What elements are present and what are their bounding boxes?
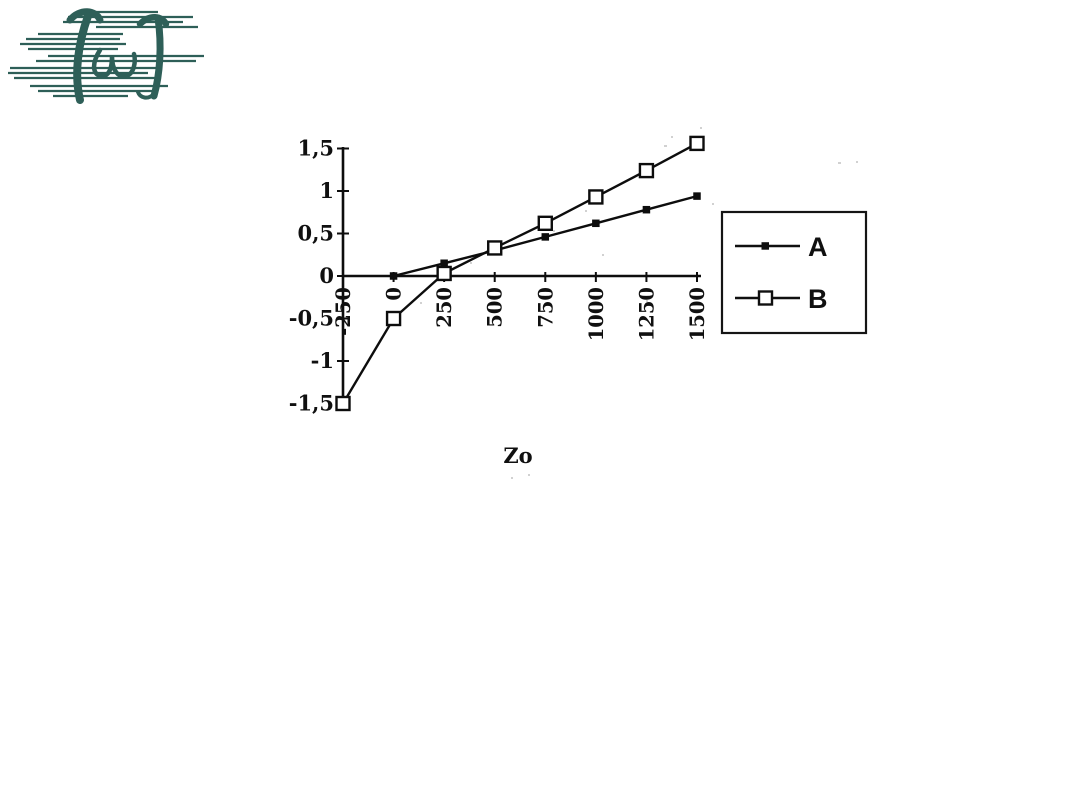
- x-tick-label: 500: [484, 287, 507, 328]
- y-tick-label: -1,5: [289, 391, 334, 416]
- filled-square-marker-icon: [440, 259, 448, 267]
- y-tick-label: 0: [319, 263, 334, 288]
- series-markers: [335, 135, 705, 412]
- x-tick-label: 750: [534, 287, 557, 328]
- y-tick-label: 0,5: [297, 221, 334, 246]
- logo-graphic: [8, 8, 204, 104]
- open-square-marker-icon: [487, 240, 503, 256]
- scan-noise: [420, 127, 858, 479]
- open-square-marker-icon: [638, 162, 655, 179]
- y-tick-label: 1,5: [297, 136, 334, 161]
- open-square-marker-icon: [757, 290, 774, 306]
- x-tick-label: -250: [332, 287, 355, 336]
- x-tick-label: 250: [433, 287, 456, 328]
- script-monogram-logo: [8, 4, 204, 104]
- y-tick-label: -1: [311, 348, 334, 373]
- y-tick-label: -0,5: [289, 306, 334, 331]
- legend-box: A B: [720, 210, 868, 335]
- filled-square-marker-icon: [541, 233, 550, 241]
- open-square-marker-icon: [588, 189, 604, 205]
- x-tick-label: 1000: [585, 287, 608, 341]
- x-tick-label: 0: [383, 287, 406, 301]
- open-square-marker-icon: [689, 135, 705, 152]
- legend-label-b: B: [808, 284, 828, 314]
- x-axis-title: Zo: [503, 443, 532, 468]
- x-tick-label: 1500: [686, 287, 709, 341]
- open-square-marker-icon: [436, 265, 452, 282]
- y-tick-labels: 1,5 1 0,5 0 -0,5 -1 -1,5: [289, 136, 334, 416]
- open-square-marker-icon: [385, 310, 402, 327]
- x-tick-labels: -250 0 250 500 750 1000 1250 1500: [332, 287, 709, 341]
- y-tick-label: 1: [319, 178, 334, 203]
- logo-script-glyphs: [66, 8, 170, 104]
- open-square-marker-icon: [335, 395, 351, 412]
- open-square-marker-icon: [537, 215, 553, 232]
- logo-speed-lines: [8, 10, 204, 98]
- filled-square-marker-icon: [693, 192, 701, 200]
- filled-square-marker-icon: [389, 272, 398, 280]
- legend-entry-b: B: [735, 284, 828, 314]
- legend-label-a: A: [808, 232, 828, 262]
- series-b-line: [341, 142, 698, 405]
- x-tick-label: 1250: [635, 287, 658, 341]
- filled-square-marker-icon: [761, 242, 769, 250]
- legend-border: [720, 210, 868, 335]
- legend-entry-a: A: [735, 232, 828, 262]
- filled-square-marker-icon: [642, 205, 651, 214]
- filled-square-marker-icon: [592, 219, 600, 228]
